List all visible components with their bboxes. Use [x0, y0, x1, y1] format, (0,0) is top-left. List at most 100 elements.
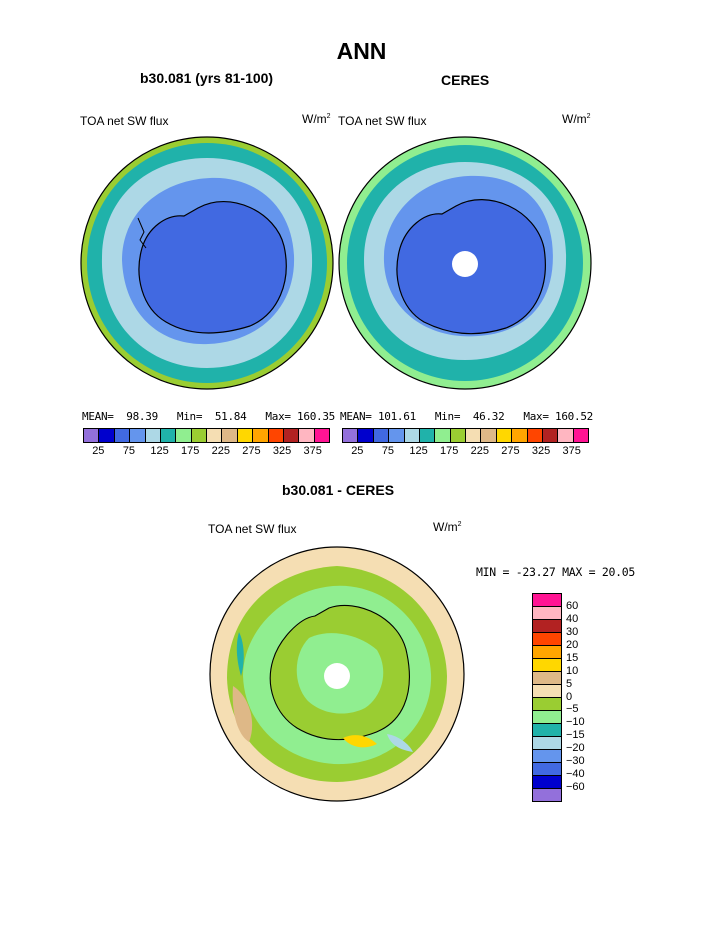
colorbar-swatch — [533, 685, 561, 698]
diff-variable: TOA net SW flux — [208, 522, 297, 536]
diff-subtitle: b30.081 - CERES — [282, 482, 395, 498]
colorbar-tick-label: 325 — [531, 445, 551, 457]
colorbar-swatch — [533, 659, 561, 672]
panel2-subtitle: CERES — [441, 72, 490, 88]
colorbar-swatch — [533, 633, 561, 646]
colorbar-swatch — [207, 429, 223, 442]
colorbar-swatch — [176, 429, 192, 442]
colorbar-tick-label: −40 — [566, 768, 585, 781]
diff-units: W/m2 — [433, 520, 462, 534]
colorbar-swatch — [527, 429, 543, 442]
colorbar-swatch — [358, 429, 374, 442]
colorbar-tick-label: 175 — [181, 445, 200, 457]
colorbar-swatch — [533, 646, 561, 659]
colorbar-swatch — [533, 672, 561, 685]
colorbar-tick-label: 15 — [566, 651, 579, 664]
colorbar-tick-label: −15 — [566, 729, 585, 742]
colorbar-swatch — [160, 429, 177, 442]
colorbar-tick-label: 275 — [501, 445, 520, 457]
colorbar-swatch — [558, 429, 574, 442]
colorbar-tick-label: −5 — [566, 703, 579, 716]
colorbar-tick-label: 0 — [566, 690, 573, 703]
colorbar-swatch — [533, 698, 561, 711]
diff-colorbar — [532, 593, 562, 802]
diff-polar-map — [209, 546, 465, 802]
colorbar-tick-label: 10 — [566, 664, 579, 677]
colorbar-swatch — [191, 429, 207, 442]
colorbar-swatch — [481, 429, 497, 442]
colorbar-swatch — [573, 429, 588, 442]
colorbar-swatch — [533, 594, 561, 607]
colorbar-tick-label: −10 — [566, 716, 585, 729]
colorbar-swatch — [404, 429, 420, 442]
colorbar-tick-label: 25 — [351, 445, 364, 457]
colorbar-tick-label: 125 — [150, 445, 169, 457]
colorbar-swatch — [222, 429, 238, 442]
panel1-subtitle: b30.081 (yrs 81-100) — [140, 70, 274, 86]
colorbar-tick-label: 25 — [92, 445, 105, 457]
colorbar-tick-label: −20 — [566, 742, 585, 755]
colorbar-tick-label: 60 — [566, 599, 579, 612]
panel2-colorbar — [342, 428, 589, 443]
colorbar-swatch — [466, 429, 482, 442]
colorbar-swatch — [145, 429, 161, 442]
panel2-units: W/m2 — [562, 112, 591, 126]
colorbar-swatch — [512, 429, 528, 442]
panel1-colorbar — [83, 428, 330, 443]
panel1-variable: TOA net SW flux — [80, 114, 169, 128]
colorbar-tick-label: 325 — [272, 445, 292, 457]
panel1-stats: MEAN= 98.39 Min= 51.84 Max= 160.35 — [82, 410, 335, 423]
colorbar-swatch — [533, 607, 561, 620]
polar-hole — [324, 663, 350, 689]
colorbar-swatch — [542, 429, 559, 442]
diff-colorbar-ticks: 60 40 30 20 15 10 5 0 −5 −10 −15 −20 −30 −40 −60 — [566, 593, 626, 800]
colorbar-tick-label: −30 — [566, 755, 585, 768]
panel1-units: W/m2 — [302, 112, 331, 126]
colorbar-swatch — [533, 737, 561, 750]
colorbar-tick-label: 175 — [440, 445, 459, 457]
colorbar-swatch — [268, 429, 284, 442]
colorbar-swatch — [533, 763, 561, 776]
colorbar-swatch — [237, 429, 254, 442]
colorbar-swatch — [533, 724, 561, 737]
panel2-colorbar-ticks: 25 75 125 175 225 275 325 375 — [342, 445, 587, 459]
colorbar-tick-label: 375 — [303, 445, 322, 457]
colorbar-swatch — [283, 429, 300, 442]
colorbar-swatch — [130, 429, 146, 442]
panel1-colorbar-ticks: 25 75 125 175 225 275 325 375 — [83, 445, 328, 459]
panel2-stats: MEAN= 101.61 Min= 46.32 Max= 160.52 — [340, 410, 593, 423]
colorbar-swatch — [496, 429, 513, 442]
colorbar-swatch — [343, 429, 359, 442]
colorbar-tick-label: 5 — [566, 677, 573, 690]
panel2-variable: TOA net SW flux — [338, 114, 427, 128]
colorbar-swatch — [99, 429, 115, 442]
colorbar-tick-label: 75 — [381, 445, 395, 457]
colorbar-tick-label: −60 — [566, 781, 585, 794]
colorbar-tick-label: 225 — [470, 445, 489, 457]
colorbar-swatch — [84, 429, 100, 442]
colorbar-tick-label: 275 — [242, 445, 261, 457]
colorbar-swatch — [533, 711, 561, 724]
colorbar-swatch — [533, 776, 561, 789]
colorbar-swatch — [435, 429, 451, 442]
colorbar-swatch — [450, 429, 466, 442]
colorbar-tick-label: 375 — [562, 445, 581, 457]
colorbar-swatch — [533, 750, 561, 763]
colorbar-swatch — [533, 789, 561, 801]
colorbar-swatch — [299, 429, 315, 442]
colorbar-tick-label: 225 — [211, 445, 230, 457]
diff-minmax: MIN = -23.27 MAX = 20.05 — [476, 565, 635, 579]
panel2-polar-map — [338, 136, 592, 390]
colorbar-tick-label: 20 — [566, 638, 579, 651]
colorbar-tick-label: 40 — [566, 612, 579, 625]
colorbar-swatch — [114, 429, 131, 442]
colorbar-tick-label: 30 — [566, 625, 579, 638]
colorbar-tick-label: 125 — [409, 445, 428, 457]
colorbar-swatch — [314, 429, 329, 442]
panel1-polar-map — [80, 136, 334, 390]
colorbar-swatch — [373, 429, 390, 442]
colorbar-swatch — [419, 429, 436, 442]
colorbar-swatch — [253, 429, 269, 442]
colorbar-swatch — [389, 429, 405, 442]
polar-hole — [452, 251, 478, 277]
